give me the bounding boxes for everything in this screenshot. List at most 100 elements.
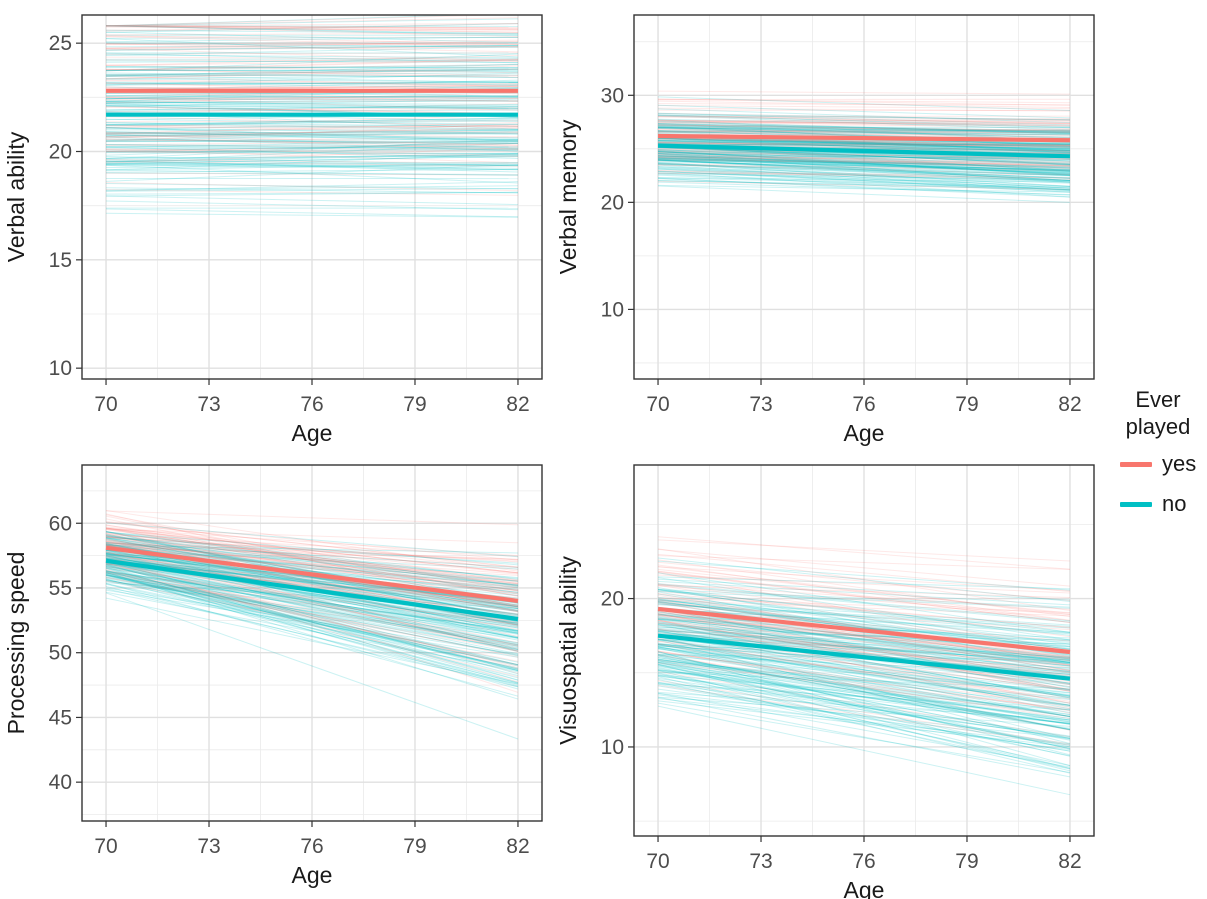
individual-line [658, 152, 1070, 167]
individual-line [658, 180, 1070, 190]
individual-line [106, 147, 518, 164]
individual-line [105, 564, 519, 666]
individual-line [657, 606, 1071, 648]
individual-line [105, 546, 519, 586]
individual-line [105, 574, 519, 667]
individual-line [106, 58, 518, 71]
individual-line [106, 34, 518, 45]
individual-line [106, 123, 518, 142]
individual-line [106, 148, 518, 156]
y-tick-label: 45 [49, 706, 72, 729]
individual-line [105, 552, 519, 608]
individual-line [105, 550, 519, 615]
individual-line [105, 531, 519, 566]
individual-line [106, 129, 518, 135]
x-axis-title: Age [292, 862, 333, 888]
individual-line [106, 25, 518, 27]
individual-line [658, 146, 1070, 166]
individual-line [106, 140, 518, 156]
individual-line [657, 570, 1071, 624]
individual-line [658, 122, 1070, 133]
individual-line [105, 571, 519, 700]
individual-line [106, 140, 518, 146]
individual-line [657, 617, 1071, 692]
individual-line [658, 127, 1070, 137]
individual-line [106, 45, 518, 48]
individual-line [106, 200, 518, 211]
individual-line [658, 141, 1070, 147]
individual-line [658, 137, 1070, 148]
individual-line [106, 105, 518, 110]
individual-line [106, 44, 518, 51]
individual-line [657, 681, 1071, 770]
individual-line [105, 541, 519, 585]
individual-line [105, 535, 519, 594]
individual-line [658, 118, 1070, 128]
individual-line [106, 74, 518, 84]
individual-line [106, 68, 518, 77]
individual-line [657, 650, 1071, 712]
individual-line [657, 692, 1071, 739]
individual-line [106, 29, 518, 34]
individual-line [106, 69, 518, 73]
individual-line [106, 138, 518, 142]
individual-line [657, 674, 1071, 710]
individual-line [105, 563, 519, 645]
individual-line [658, 155, 1070, 159]
individual-line [657, 654, 1071, 694]
individual-line [106, 52, 518, 55]
individual-line [106, 156, 518, 166]
individual-line [657, 629, 1071, 667]
individual-line [658, 154, 1070, 165]
individual-line [105, 563, 519, 646]
individual-line [658, 153, 1070, 176]
individual-line [658, 156, 1070, 168]
individual-line [658, 597, 1070, 613]
individual-line [106, 185, 518, 191]
individual-line [106, 74, 518, 78]
individual-line [657, 153, 1071, 183]
individual-line [658, 608, 1070, 633]
individual-line [657, 680, 1071, 745]
individual-line [106, 74, 518, 77]
individual-line [105, 567, 519, 626]
individual-line [657, 663, 1071, 730]
individual-line [658, 140, 1070, 143]
individual-line [105, 534, 519, 608]
individual-line [106, 46, 518, 51]
individual-line [657, 548, 1071, 587]
individual-line [657, 612, 1071, 660]
individual-line [657, 601, 1071, 650]
x-axis-title: Age [844, 420, 885, 446]
individual-line [658, 151, 1070, 173]
individual-line [105, 524, 519, 597]
individual-line [658, 152, 1070, 175]
individual-line [106, 38, 518, 58]
individual-line [106, 146, 518, 150]
individual-line [106, 54, 518, 59]
individual-line [105, 557, 519, 610]
individual-line [106, 172, 518, 176]
individual-line [657, 557, 1071, 602]
individual-line [658, 150, 1070, 160]
individual-line [106, 155, 518, 159]
y-tick-label: 30 [601, 84, 624, 107]
individual-line [105, 572, 519, 657]
individual-line [657, 588, 1071, 636]
individual-line [658, 157, 1070, 174]
individual-line [105, 570, 519, 632]
individual-line [658, 181, 1070, 196]
individual-line [106, 92, 518, 104]
individual-line [658, 151, 1070, 175]
series-line-no [657, 143, 1071, 159]
individual-line [657, 624, 1071, 699]
individual-line [105, 537, 519, 618]
individual-line [657, 609, 1071, 674]
individual-line [106, 81, 518, 86]
individual-line [106, 104, 518, 111]
individual-line [658, 148, 1070, 171]
individual-line [106, 122, 518, 130]
individual-line [658, 90, 1070, 95]
individual-line [105, 572, 519, 671]
individual-line [106, 164, 518, 167]
